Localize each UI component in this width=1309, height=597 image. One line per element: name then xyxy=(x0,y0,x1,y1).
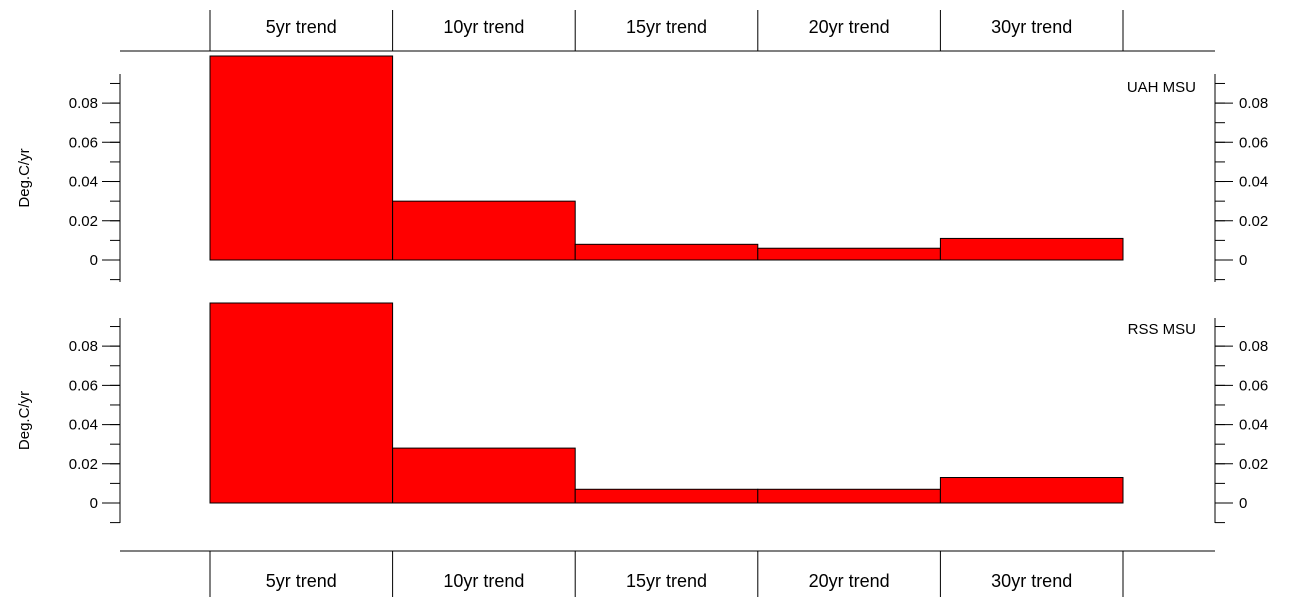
left-y-tick-label: 0.04 xyxy=(69,174,98,191)
y-axis-title: Deg.C/yr xyxy=(16,148,33,207)
left-y-tick-label: 0.06 xyxy=(69,377,98,394)
bar-15yr-trend xyxy=(574,488,759,504)
left-y-tick-label: 0.04 xyxy=(69,417,98,434)
top-category-label: 10yr trend xyxy=(443,17,524,37)
panel-label: RSS MSU xyxy=(1128,321,1196,338)
right-y-tick-label: 0.04 xyxy=(1239,174,1268,191)
right-y-tick-label: 0 xyxy=(1239,252,1247,269)
left-y-tick-label: 0.02 xyxy=(69,213,98,230)
right-y-tick-label: 0.02 xyxy=(1239,456,1268,473)
bar-5yr-trend xyxy=(209,55,394,261)
bar-5yr-trend xyxy=(209,302,394,504)
left-y-tick-label: 0 xyxy=(90,495,98,512)
right-y-tick-label: 0.02 xyxy=(1239,213,1268,230)
bar-10yr-trend xyxy=(392,447,576,504)
bar-15yr-trend xyxy=(574,243,759,261)
left-y-tick-label: 0.08 xyxy=(69,95,98,112)
top-category-strip: 5yr trend 10yr trend 15yr trend 20yr trend 3… xyxy=(120,10,1215,52)
top-category-label: 30yr trend xyxy=(991,17,1072,37)
top-category-label: 5yr trend xyxy=(266,17,337,37)
right-y-tick-label: 0.04 xyxy=(1239,417,1268,434)
bottom-category-label: 10yr trend xyxy=(443,571,524,591)
right-y-tick-label: 0.06 xyxy=(1239,134,1268,151)
left-y-tick-label: 0.06 xyxy=(69,134,98,151)
bar-30yr-trend xyxy=(939,237,1124,261)
top-category-label: 20yr trend xyxy=(809,17,890,37)
y-axis-title: Deg.C/yr xyxy=(16,391,33,450)
panel-label: UAH MSU xyxy=(1127,79,1196,96)
bar-30yr-trend xyxy=(939,477,1124,504)
bottom-category-label: 30yr trend xyxy=(991,571,1072,591)
panel-0: 0 0.02 0.04 0.06 0.08 0 0.02 0.04 0.06 0.08 Deg.C/… xyxy=(16,55,1268,282)
left-y-tick-label: 0 xyxy=(90,252,98,269)
bottom-category-label: 15yr trend xyxy=(626,571,707,591)
bar-10yr-trend xyxy=(392,200,576,261)
bottom-category-strip: 5yr trend 10yr trend 15yr trend 20yr trend 3… xyxy=(120,550,1215,597)
right-y-tick-label: 0.08 xyxy=(1239,95,1268,112)
right-y-tick-label: 0 xyxy=(1239,495,1247,512)
bar-20yr-trend xyxy=(757,247,941,261)
bottom-category-label: 20yr trend xyxy=(809,571,890,591)
right-y-tick-label: 0.06 xyxy=(1239,377,1268,394)
left-y-tick-label: 0.02 xyxy=(69,456,98,473)
panel-1: 0 0.02 0.04 0.06 0.08 0 0.02 0.04 0.06 0.08 Deg.C/… xyxy=(16,302,1268,524)
top-category-label: 15yr trend xyxy=(626,17,707,37)
left-y-tick-label: 0.08 xyxy=(69,338,98,355)
right-y-tick-label: 0.08 xyxy=(1239,338,1268,355)
bar-20yr-trend xyxy=(757,488,941,504)
bottom-category-label: 5yr trend xyxy=(266,571,337,591)
